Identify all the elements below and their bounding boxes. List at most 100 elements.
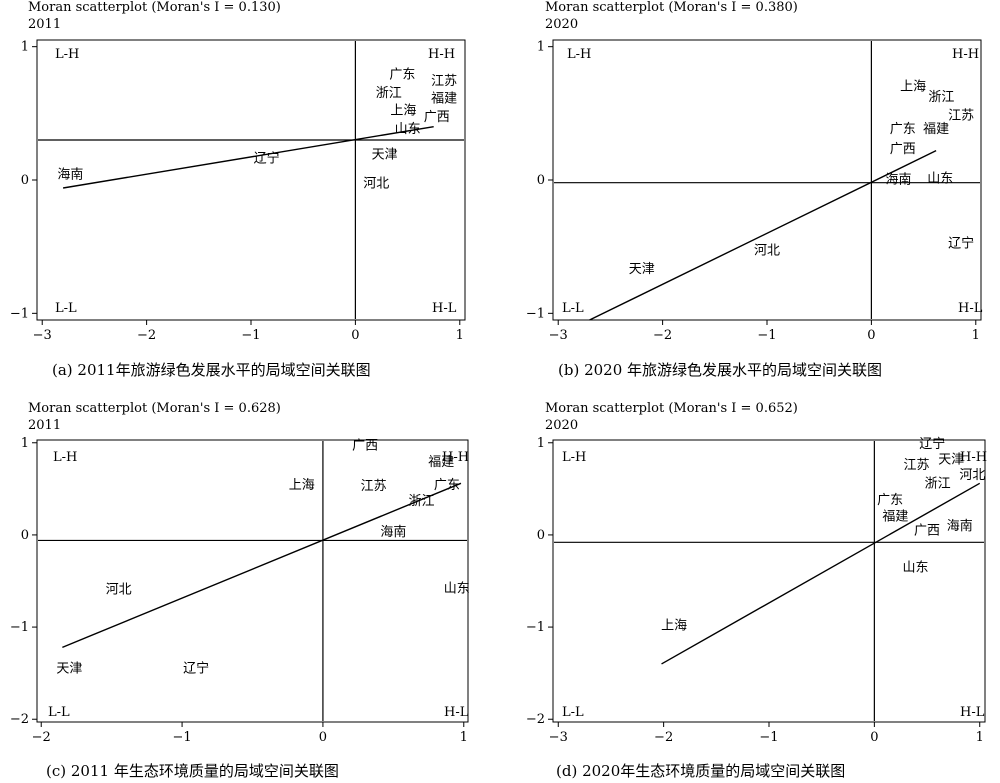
panel-a-point-label: 福建 [431, 91, 457, 106]
panel-a-point-label: 海南 [57, 166, 83, 182]
panel-a: Moran scatterplot (Moran's I = 0.130) 20… [10, 0, 466, 379]
panel-c-point-label: 浙江 [409, 494, 435, 509]
panel-c-point-label: 上海 [289, 478, 315, 493]
panel-c-ytick-label: 1 [21, 436, 29, 451]
panel-a-point-label: 江苏 [431, 73, 457, 89]
panel-c-point-label: 海南 [380, 524, 406, 540]
panel-d-ytick-label: −2 [526, 712, 545, 727]
panel-d-caption: (d) 2020年生态环境质量的局域空间关联图 [556, 762, 845, 780]
panel-c-quadrant-hl: H-L [444, 705, 469, 720]
panel-d-point-label: 海南 [947, 518, 973, 534]
panel-c-ytick-label: −2 [10, 712, 29, 727]
panel-d-ytick-label: 1 [537, 436, 545, 451]
panel-d-xtick-label: 0 [870, 730, 878, 745]
panel-a-quadrant-lh: L-H [55, 47, 79, 62]
panel-d-title: Moran scatterplot (Moran's I = 0.652) [545, 401, 798, 416]
panel-b-year: 2020 [545, 17, 578, 32]
panel-a-quadrant-hh: H-H [428, 47, 455, 62]
panel-d-point-label: 河北 [959, 468, 985, 483]
panel-b-caption: (b) 2020 年旅游绿色发展水平的局域空间关联图 [558, 361, 882, 379]
panel-d-point-label: 山东 [902, 560, 928, 575]
panel-b-point-label: 江苏 [948, 108, 974, 124]
panel-a-fit-line [62, 125, 434, 189]
panel-c-point-label: 广东 [434, 478, 460, 493]
panel-b-quadrant-hh: H-H [952, 47, 979, 62]
panel-c-quadrant-lh: L-H [53, 450, 77, 465]
panel-a-xtick-label: 0 [351, 328, 359, 343]
panel-d-xtick-label: 1 [976, 730, 984, 745]
panel-b-ytick-label: −1 [526, 306, 545, 321]
panel-d: Moran scatterplot (Moran's I = 0.652) 20… [526, 401, 987, 780]
panel-a-point-label: 广西 [424, 110, 450, 125]
panel-c-point-label: 辽宁 [183, 661, 209, 677]
panel-c-quadrant-hh: H-H [442, 450, 469, 465]
panel-a-quadrant-ll: L-L [55, 301, 77, 316]
panel-a-year: 2011 [28, 17, 61, 32]
panel-a-point-label: 天津 [372, 147, 398, 162]
panel-a-ytick-label: 1 [21, 40, 29, 55]
panel-b-point-label: 福建 [923, 122, 949, 137]
panel-d-xtick-label: −3 [549, 730, 568, 745]
panel-d-fit-line [661, 482, 981, 665]
panel-c: Moran scatterplot (Moran's I = 0.628) 20… [10, 401, 470, 780]
panel-d-point-label: 广东 [877, 493, 903, 508]
panel-d-point-label: 浙江 [925, 476, 951, 491]
panel-a-point-label: 上海 [390, 103, 416, 118]
panel-b-quadrant-lh: L-H [567, 47, 591, 62]
panel-d-quadrant-ll: L-L [562, 705, 584, 720]
panel-a-point-label: 广东 [389, 67, 415, 82]
panel-a-title: Moran scatterplot (Moran's I = 0.130) [28, 0, 281, 15]
panel-b-point-label: 海南 [886, 172, 912, 188]
panel-d-point-label: 上海 [661, 618, 687, 633]
panel-b-title: Moran scatterplot (Moran's I = 0.380) [545, 0, 798, 15]
panel-a-ytick-label: −1 [10, 306, 29, 321]
panel-c-xtick-label: −1 [172, 730, 191, 745]
panel-a-point-label: 浙江 [376, 86, 402, 101]
panel-c-ytick-label: −1 [10, 620, 29, 635]
panel-b-point-label: 浙江 [928, 90, 954, 105]
panel-b: Moran scatterplot (Moran's I = 0.380) 20… [526, 0, 983, 379]
panel-a-point-label: 河北 [363, 177, 389, 192]
panel-b-point-label: 天津 [629, 262, 655, 277]
panel-a-xtick-label: −1 [241, 328, 260, 343]
panel-b-quadrant-ll: L-L [562, 301, 584, 316]
panel-c-point-label: 江苏 [361, 478, 387, 494]
panel-b-ytick-label: 0 [537, 173, 545, 188]
panel-b-xtick-label: −3 [549, 328, 568, 343]
panel-c-point-label: 天津 [56, 662, 82, 677]
panel-a-point-label: 山东 [395, 122, 421, 137]
panel-c-caption: (c) 2011 年生态环境质量的局域空间关联图 [46, 762, 339, 780]
panel-d-xtick-label: −2 [654, 730, 673, 745]
panel-b-point-label: 辽宁 [948, 236, 974, 252]
panel-a-quadrant-hl: H-L [432, 301, 457, 316]
panel-d-plot-frame [552, 439, 986, 723]
panel-d-quadrant-hl: H-L [960, 705, 985, 720]
panel-b-quadrant-hl: H-L [958, 301, 983, 316]
panel-d-ytick-label: 0 [537, 528, 545, 543]
panel-b-xtick-label: 0 [867, 328, 875, 343]
panel-b-ytick-label: 1 [537, 40, 545, 55]
panel-d-quadrant-lh: L-H [562, 450, 586, 465]
panel-a-ytick-label: 0 [21, 173, 29, 188]
panel-d-year: 2020 [545, 418, 578, 433]
panel-b-xtick-label: 1 [972, 328, 980, 343]
panel-b-point-label: 河北 [754, 243, 780, 258]
panel-b-point-label: 上海 [900, 79, 926, 94]
panel-c-title: Moran scatterplot (Moran's I = 0.628) [28, 401, 281, 416]
panel-d-xtick-label: −1 [759, 730, 778, 745]
panel-d-ytick-label: −1 [526, 620, 545, 635]
panel-c-point-label: 广西 [352, 439, 378, 454]
panel-c-ytick-label: 0 [21, 528, 29, 543]
panel-c-point-label: 山东 [444, 581, 470, 596]
panel-a-xtick-label: −2 [137, 328, 156, 343]
panel-d-point-label: 江苏 [904, 457, 930, 473]
panel-d-point-label: 广西 [914, 523, 940, 538]
panel-b-point-label: 广东 [890, 122, 916, 137]
panel-b-point-label: 广西 [890, 142, 916, 157]
panel-a-xtick-label: 1 [456, 328, 464, 343]
panel-a-xtick-label: −3 [33, 328, 52, 343]
panel-c-xtick-label: −2 [32, 730, 51, 745]
panel-c-xtick-label: 0 [319, 730, 327, 745]
panel-d-quadrant-hh: H-H [960, 450, 987, 465]
